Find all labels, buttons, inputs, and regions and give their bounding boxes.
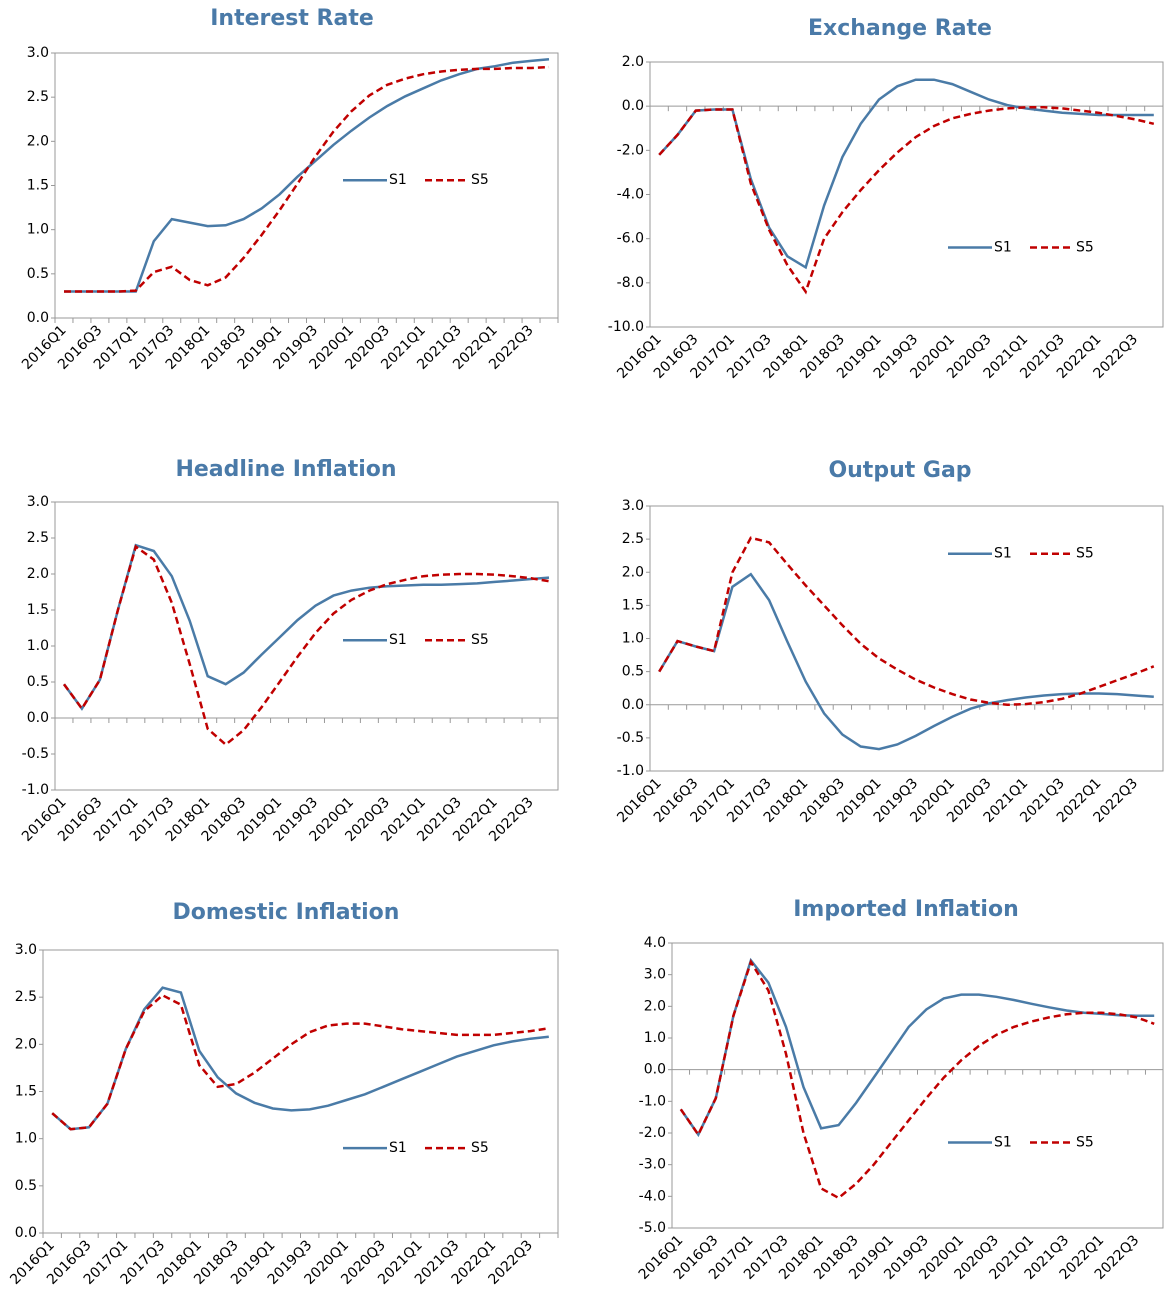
- chart-title: Domestic Inflation: [173, 900, 400, 925]
- y-tick-label: 1.0: [27, 638, 49, 654]
- chart-title: Output Gap: [828, 458, 971, 483]
- y-tick-label: 2.0: [15, 1036, 37, 1052]
- series-line: [658, 572, 1154, 751]
- y-tick-label: -6.0: [617, 231, 644, 247]
- y-tick-label: 1.5: [27, 602, 49, 618]
- legend-label: S1: [994, 240, 1012, 256]
- y-tick-label: 4.0: [644, 935, 666, 951]
- y-tick-label: 2.0: [644, 998, 666, 1014]
- chart-title: Interest Rate: [210, 6, 374, 31]
- y-tick-label: 0.5: [15, 1178, 37, 1194]
- y-tick-label: 0.0: [644, 1062, 666, 1078]
- series-line: [658, 106, 1155, 295]
- y-tick-label: 1.5: [622, 597, 644, 613]
- y-tick-label: -10.0: [608, 319, 644, 335]
- y-tick-label: -0.5: [617, 730, 644, 746]
- y-tick-label: 3.0: [27, 45, 49, 61]
- y-tick-label: -8.0: [617, 275, 644, 291]
- y-tick-label: 2.0: [622, 54, 644, 70]
- y-tick-label: 0.0: [27, 310, 49, 326]
- y-tick-label: 1.5: [27, 178, 49, 194]
- y-tick-label: -1.0: [617, 763, 644, 779]
- y-tick-label: 1.0: [27, 222, 49, 238]
- series-line: [51, 993, 549, 1131]
- y-tick-label: -5.0: [639, 1220, 666, 1236]
- y-tick-label: -4.0: [617, 187, 644, 203]
- y-tick-label: 2.0: [622, 564, 644, 580]
- y-tick-label: 2.0: [27, 133, 49, 149]
- y-tick-label: 2.5: [622, 531, 644, 547]
- legend-label: S1: [994, 1135, 1012, 1151]
- series-line: [64, 65, 550, 293]
- legend-label: S5: [471, 632, 489, 648]
- y-tick-label: 0.5: [27, 266, 49, 282]
- series-line: [62, 544, 550, 747]
- y-tick-label: 1.0: [644, 1030, 666, 1046]
- series-line: [679, 959, 1155, 1200]
- series-line: [62, 543, 550, 711]
- y-tick-label: 3.0: [27, 494, 49, 510]
- series-line: [658, 78, 1154, 270]
- chart-title: Imported Inflation: [793, 897, 1019, 922]
- y-tick-label: 1.0: [622, 631, 644, 647]
- y-tick-label: 0.0: [15, 1225, 37, 1241]
- y-tick-label: 2.5: [27, 89, 49, 105]
- y-tick-label: 2.0: [27, 566, 49, 582]
- legend-label: S5: [471, 172, 489, 188]
- y-tick-label: -2.0: [617, 142, 644, 158]
- y-tick-label: 0.0: [27, 710, 49, 726]
- y-tick-label: 1.0: [15, 1131, 37, 1147]
- y-tick-label: 3.0: [15, 942, 37, 958]
- legend-label: S5: [1076, 1135, 1094, 1151]
- y-tick-label: 3.0: [622, 498, 644, 514]
- chart-title: Headline Inflation: [175, 457, 396, 482]
- y-tick-label: 2.5: [27, 530, 49, 546]
- y-tick-label: 0.5: [27, 674, 49, 690]
- y-tick-label: -3.0: [639, 1157, 666, 1173]
- legend-label: S5: [1076, 240, 1094, 256]
- y-tick-label: 0.0: [622, 98, 644, 114]
- legend-label: S5: [471, 1140, 489, 1156]
- y-tick-label: 0.0: [622, 697, 644, 713]
- series-line: [51, 986, 549, 1131]
- legend-label: S1: [389, 632, 407, 648]
- legend-label: S5: [1076, 546, 1094, 562]
- y-tick-label: -4.0: [639, 1188, 666, 1204]
- plot-area: [671, 942, 1164, 1229]
- y-tick-label: -2.0: [639, 1125, 666, 1141]
- plot-area: [649, 61, 1164, 328]
- series-line: [679, 957, 1155, 1138]
- y-tick-label: -1.0: [639, 1093, 666, 1109]
- plot-area: [42, 949, 559, 1234]
- y-tick-label: -1.0: [22, 782, 49, 798]
- legend-label: S1: [994, 546, 1012, 562]
- y-tick-label: 1.5: [15, 1084, 37, 1100]
- series-line: [658, 536, 1155, 707]
- legend-label: S1: [389, 1140, 407, 1156]
- y-tick-label: 2.5: [15, 989, 37, 1005]
- y-tick-label: 3.0: [644, 967, 666, 983]
- legend-label: S1: [389, 172, 407, 188]
- y-tick-label: 0.5: [622, 664, 644, 680]
- chart-title: Exchange Rate: [808, 16, 992, 41]
- y-tick-label: -0.5: [22, 746, 49, 762]
